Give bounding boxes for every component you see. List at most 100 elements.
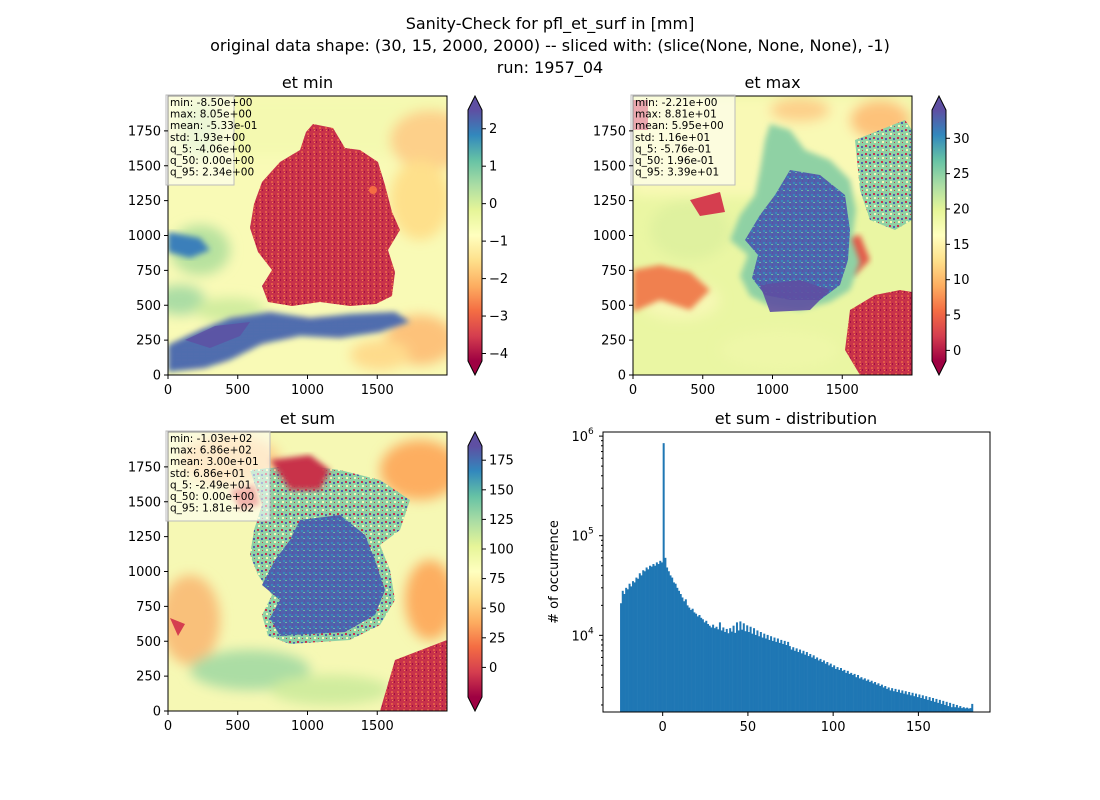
histogram-bar: [961, 708, 964, 712]
stat-line: max: 8.05e+00: [170, 109, 252, 121]
histogram-bar: [843, 669, 846, 712]
histogram-bar: [966, 707, 969, 712]
histogram-bar: [942, 700, 945, 712]
histogram-bar: [623, 594, 626, 712]
colorbar-tick-label: −2: [489, 272, 508, 287]
histogram-bar: [848, 673, 851, 712]
histogram-bar: [631, 581, 634, 712]
histogram-bar: [773, 637, 776, 712]
histogram-bar: [872, 683, 875, 712]
histogram-bar: [790, 649, 793, 712]
y-ticks: 0 250 500 750 1000 1250 1500 1750: [128, 124, 168, 384]
colorbar: −4 −3 −2 −1 0 1 2: [467, 94, 508, 377]
histogram-bar: [886, 688, 889, 712]
histogram-bar: [875, 684, 878, 712]
histogram-bar: [950, 707, 953, 712]
y-tick-label: 1750: [128, 460, 161, 475]
histogram-bar: [855, 677, 858, 712]
histogram-bar: [957, 707, 960, 712]
histogram-bar: [753, 628, 756, 712]
histogram-bar: [664, 557, 667, 712]
histogram-bar: [916, 697, 919, 712]
histogram-bar: [908, 691, 911, 712]
histogram-bar: [807, 656, 810, 712]
y-tick-label: 250: [601, 334, 626, 349]
histogram-bar: [657, 564, 660, 712]
colorbar-tick-label: 100: [489, 543, 514, 558]
histogram-bar: [788, 646, 791, 712]
y-tick-label: 0: [153, 705, 161, 720]
histogram-bar: [850, 672, 853, 712]
histogram-bar: [761, 637, 764, 712]
histogram-bar: [860, 677, 863, 712]
histogram-bar: [821, 662, 824, 712]
colorbar-tick-label: 75: [489, 572, 506, 587]
histogram-bar: [839, 668, 842, 712]
histogram-bar: [959, 706, 962, 712]
histogram-bar: [706, 623, 710, 712]
histogram-bar: [620, 603, 623, 712]
histogram-bar: [828, 665, 831, 712]
y-tick-label: 500: [601, 299, 626, 314]
y-tick-label: 750: [601, 264, 626, 279]
histogram-bar: [749, 626, 752, 712]
histogram-bar: [853, 673, 856, 712]
histogram-bar: [751, 633, 754, 712]
histogram-bar: [810, 657, 813, 712]
y-tick-exponent: 6: [588, 427, 594, 437]
histogram-bar: [689, 609, 692, 712]
x-tick-label: 1000: [756, 383, 789, 398]
colorbar-tick-label: 15: [953, 238, 970, 253]
histogram-bar: [679, 594, 682, 712]
histogram-bar: [930, 700, 933, 712]
y-tick-label: 750: [136, 600, 161, 615]
histogram-bar: [770, 636, 773, 712]
histogram-bar: [858, 678, 861, 712]
stat-line: q_50: 0.00e+00: [170, 491, 254, 503]
y-ticks: 0 250 500 750 1000 1250 1500 1750: [593, 124, 633, 384]
histogram-bar: [921, 695, 924, 712]
histogram-bar: [967, 708, 970, 712]
y-tick-label: 750: [136, 264, 161, 279]
histogram-bar: [681, 597, 684, 712]
histogram-bar: [645, 567, 648, 712]
colorbar: 0 25 50 75 100 125 150 175: [467, 430, 514, 713]
colorbar-tick-label: 30: [953, 132, 970, 147]
histogram-bar: [625, 587, 628, 712]
histogram-bar: [867, 679, 870, 712]
histogram-bar: [718, 622, 721, 712]
histogram-bar: [891, 688, 894, 712]
suptitle-line-2: original data shape: (30, 15, 2000, 2000…: [210, 36, 890, 55]
histogram-bar: [804, 654, 807, 712]
histogram-bar: [633, 582, 636, 712]
colorbar-tick-label: 50: [489, 602, 506, 617]
histogram-bar: [971, 703, 974, 712]
histogram-bar: [734, 632, 737, 712]
histogram-bar: [947, 706, 950, 712]
histogram-bar: [741, 629, 744, 712]
colorbar-tick-label: 10: [953, 273, 970, 288]
histogram-bar: [863, 678, 866, 712]
y-tick-label: 1250: [128, 194, 161, 209]
y-tick-label: 1000: [128, 565, 161, 580]
histogram-bar: [896, 691, 899, 712]
histogram-bar: [889, 690, 892, 712]
x-ticks: 0 500 1000 1500: [164, 711, 394, 734]
histogram-bar: [945, 701, 948, 712]
histogram-bar: [932, 697, 935, 712]
colorbar-tick-label: 0: [489, 197, 497, 212]
histogram-bar: [943, 704, 946, 712]
histogram-bar: [838, 669, 841, 712]
heatmap-image: [168, 96, 447, 375]
y-tick-label: 250: [136, 334, 161, 349]
histogram-bar: [897, 689, 900, 712]
histogram-bar: [954, 707, 957, 712]
histogram-bar: [744, 631, 747, 712]
histogram-bar: [630, 586, 633, 712]
histogram-bar: [938, 699, 941, 712]
histogram-bar: [836, 667, 839, 712]
